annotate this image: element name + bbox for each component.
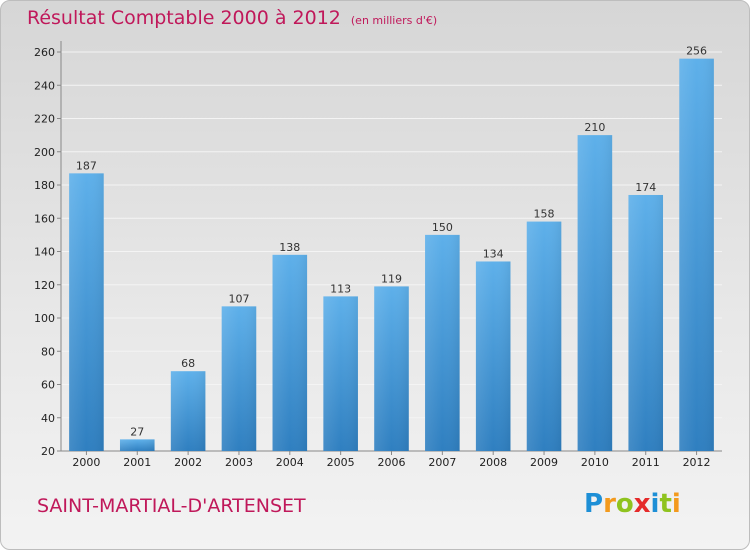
y-tick-label: 140 [34, 246, 55, 259]
data-label: 138 [279, 241, 300, 254]
data-label: 113 [330, 282, 351, 295]
x-tick-label: 2011 [632, 456, 660, 469]
data-label: 158 [534, 208, 555, 221]
data-label: 27 [130, 425, 144, 438]
y-tick-label: 20 [41, 445, 55, 458]
bar-shine [221, 306, 257, 451]
x-tick-label: 2010 [581, 456, 609, 469]
title-row: Résultat Comptable 2000 à 2012 (en millie… [27, 7, 437, 29]
data-label: 210 [584, 121, 605, 134]
data-label: 174 [635, 181, 656, 194]
bar-shine [272, 254, 308, 451]
bar-shine [323, 296, 358, 451]
x-tick-label: 2001 [123, 456, 151, 469]
bar-shine [425, 234, 460, 451]
bar-shine [577, 135, 613, 451]
data-label: 68 [181, 357, 195, 370]
data-label: 187 [76, 159, 97, 172]
x-tick-label: 2005 [327, 456, 355, 469]
x-tick-label: 2009 [530, 456, 558, 469]
y-tick-label: 220 [34, 113, 55, 126]
y-tick-label: 40 [41, 412, 55, 425]
x-tick-label: 2000 [72, 456, 100, 469]
chart-title: Résultat Comptable 2000 à 2012 [27, 7, 341, 29]
y-tick-label: 260 [34, 46, 55, 59]
y-tick-label: 100 [34, 312, 55, 325]
bar-shine [374, 286, 409, 451]
data-label: 134 [483, 247, 504, 260]
y-tick-label: 60 [41, 379, 55, 392]
label-layer: 187 27 68 107 138 113 119 150 134 158 210 174 256 [76, 45, 707, 439]
y-tick-label: 120 [34, 279, 55, 292]
x-tick-label: 2004 [276, 456, 304, 469]
y-tick-label: 80 [41, 345, 55, 358]
x-tick-label: 2007 [428, 456, 456, 469]
data-label: 256 [686, 45, 707, 58]
x-tick-label: 2003 [225, 456, 253, 469]
y-tick-label: 180 [34, 179, 55, 192]
bar-shine [526, 221, 562, 451]
bar-shine [69, 173, 104, 452]
data-label: 119 [381, 272, 402, 285]
commune-name: SAINT-MARTIAL-D'ARTENSET [37, 495, 306, 517]
x-tick-label: 2002 [174, 456, 202, 469]
bar-shine [628, 194, 664, 451]
bar-shine [119, 439, 155, 451]
y-tick-label: 240 [34, 79, 55, 92]
axis-layer: 20 40 60 80 100 120 140 160 180 200 220 240 260 2000 2… [34, 41, 722, 469]
bar-shine [679, 58, 714, 452]
x-tick-label: 2008 [479, 456, 507, 469]
y-tick-label: 160 [34, 212, 55, 225]
y-tick-label: 200 [34, 146, 55, 159]
proxiti-logo: Proxiti [584, 489, 681, 519]
bar-shine [475, 261, 511, 451]
data-label: 107 [228, 292, 249, 305]
bar-shine [170, 371, 206, 451]
data-label: 150 [432, 221, 453, 234]
x-tick-label: 2012 [683, 456, 711, 469]
chart-subtitle: (en milliers d'€) [350, 14, 438, 27]
x-tick-label: 2006 [378, 456, 406, 469]
bar-layer [69, 58, 714, 452]
